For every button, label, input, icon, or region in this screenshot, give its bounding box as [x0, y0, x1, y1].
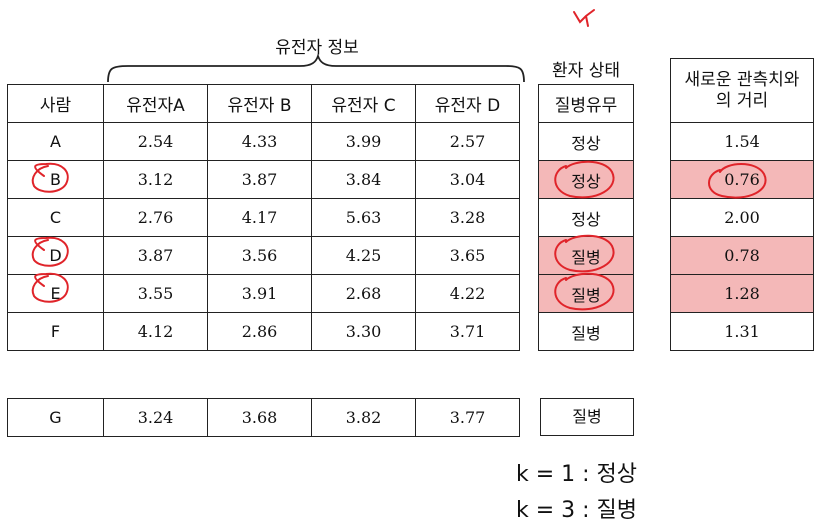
table-row: 질병 [538, 312, 634, 351]
col-header-status: 질병유무 [538, 84, 634, 123]
col-header-person: 사람 [7, 84, 104, 123]
status-cell: 질병 [538, 312, 634, 351]
col-header-gene-c: 유전자 C [311, 84, 416, 123]
col-header-gene-a: 유전자A [103, 84, 208, 123]
table-row: E 3.55 3.91 2.68 4.22 [7, 274, 520, 313]
gene-b-cell: 3.91 [207, 274, 312, 313]
gene-b-cell: 4.17 [207, 198, 312, 237]
gene-d-cell: 2.57 [415, 122, 520, 161]
table-row: 정상 [538, 198, 634, 237]
status-cell: 질병 [538, 274, 634, 313]
table-row: 정상 [538, 160, 634, 199]
new-observation-row: G 3.24 3.68 3.82 3.77 [7, 398, 520, 437]
gene-b-cell: 3.68 [207, 398, 312, 437]
gene-b-cell: 3.87 [207, 160, 312, 199]
gene-a-cell: 3.12 [103, 160, 208, 199]
status-cell: 정상 [538, 198, 634, 237]
gene-a-cell: 4.12 [103, 312, 208, 351]
table-row: F 4.12 2.86 3.30 3.71 [7, 312, 520, 351]
gene-a-cell: 3.55 [103, 274, 208, 313]
gene-c-cell: 3.30 [311, 312, 416, 351]
gene-d-cell: 3.28 [415, 198, 520, 237]
new-observation-status: 질병 [572, 407, 602, 426]
table-row: 1.31 [670, 312, 814, 351]
table-row: 1.28 [670, 274, 814, 313]
table-row: 질병 [538, 274, 634, 313]
distance-cell: 1.28 [670, 274, 814, 313]
table-row: 0.78 [670, 236, 814, 275]
gene-d-cell: 3.71 [415, 312, 520, 351]
distance-header-line1: 새로운 관측치와 [684, 69, 800, 90]
person-cell: D [7, 236, 104, 275]
person-cell: C [7, 198, 104, 237]
table-row: C 2.76 4.17 5.63 3.28 [7, 198, 520, 237]
status-cell: 질병 [538, 236, 634, 275]
table-row: A 2.54 4.33 3.99 2.57 [7, 122, 520, 161]
gene-c-cell: 2.68 [311, 274, 416, 313]
gene-d-cell: 3.65 [415, 236, 520, 275]
gene-a-cell: 3.24 [103, 398, 208, 437]
status-cell: 정상 [538, 160, 634, 199]
new-observation-table: G 3.24 3.68 3.82 3.77 [7, 398, 520, 437]
person-cell: G [7, 398, 104, 437]
gene-table: 사람 유전자A 유전자 B 유전자 C 유전자 D A 2.54 4.33 3.… [7, 84, 520, 351]
gene-table-header-row: 사람 유전자A 유전자 B 유전자 C 유전자 D [7, 84, 520, 123]
gene-d-cell: 3.77 [415, 398, 520, 437]
person-cell: F [7, 312, 104, 351]
gene-c-cell: 5.63 [311, 198, 416, 237]
distance-header-line2: 의 거리 [715, 90, 769, 111]
result-k3: k = 3 : 질병 [516, 498, 638, 523]
distance-cell: 2.00 [670, 198, 814, 237]
gene-b-cell: 3.56 [207, 236, 312, 275]
gene-d-cell: 4.22 [415, 274, 520, 313]
distance-table: 새로운 관측치와 의 거리 1.54 0.76 2.00 0.78 1.28 1… [670, 58, 814, 351]
patient-status-label: 환자 상태 [552, 61, 620, 81]
gene-a-cell: 2.54 [103, 122, 208, 161]
gene-b-cell: 4.33 [207, 122, 312, 161]
status-cell: 정상 [538, 122, 634, 161]
table-row: 0.76 [670, 160, 814, 199]
table-row: B 3.12 3.87 3.84 3.04 [7, 160, 520, 199]
table-row: 2.00 [670, 198, 814, 237]
table-row: 정상 [538, 122, 634, 161]
col-header-gene-d: 유전자 D [415, 84, 520, 123]
gene-a-cell: 3.87 [103, 236, 208, 275]
gene-info-label: 유전자 정보 [275, 38, 359, 58]
gene-a-cell: 2.76 [103, 198, 208, 237]
person-cell: E [7, 274, 104, 313]
gene-c-cell: 3.84 [311, 160, 416, 199]
status-table: 질병유무 정상 정상 정상 질병 질병 질병 [538, 84, 634, 351]
col-header-distance: 새로운 관측치와 의 거리 [670, 58, 814, 123]
gene-c-cell: 4.25 [311, 236, 416, 275]
distance-cell: 0.78 [670, 236, 814, 275]
table-row: D 3.87 3.56 4.25 3.65 [7, 236, 520, 275]
new-observation-status-box: 질병 [540, 398, 634, 436]
col-header-gene-b: 유전자 B [207, 84, 312, 123]
table-row: 질병 [538, 236, 634, 275]
gene-c-cell: 3.99 [311, 122, 416, 161]
distance-cell: 1.31 [670, 312, 814, 351]
table-row: 1.54 [670, 122, 814, 161]
gene-d-cell: 3.04 [415, 160, 520, 199]
person-cell: A [7, 122, 104, 161]
gene-b-cell: 2.86 [207, 312, 312, 351]
gene-c-cell: 3.82 [311, 398, 416, 437]
distance-cell: 1.54 [670, 122, 814, 161]
result-k1: k = 1 : 정상 [516, 462, 638, 487]
person-cell: B [7, 160, 104, 199]
distance-cell: 0.76 [670, 160, 814, 199]
